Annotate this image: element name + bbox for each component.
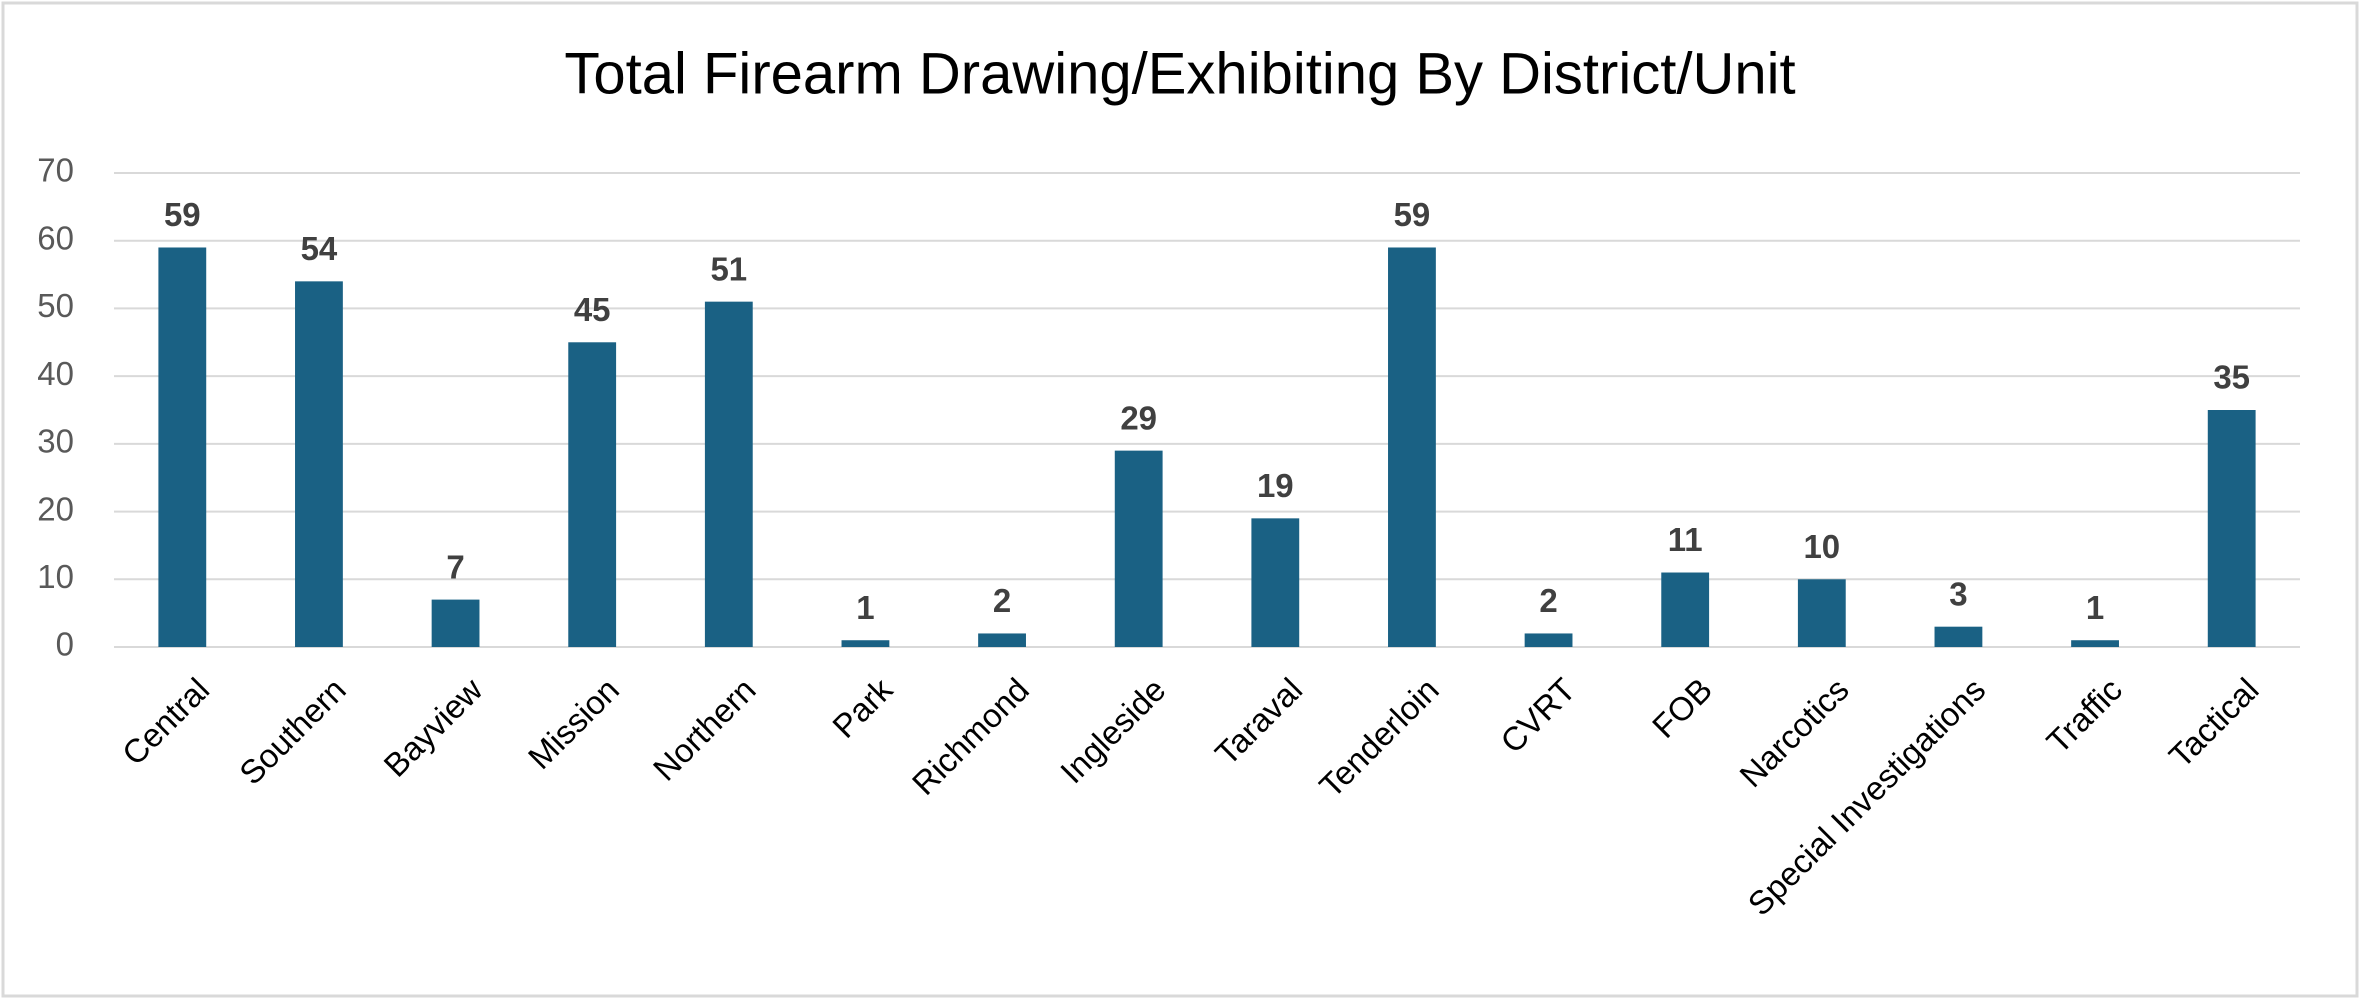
y-tick-label: 70 <box>37 152 74 189</box>
data-label: 29 <box>1120 399 1157 436</box>
data-label: 7 <box>446 548 464 585</box>
y-tick-label: 0 <box>56 626 74 663</box>
bar <box>2207 410 2256 647</box>
data-label: 51 <box>710 250 747 287</box>
data-label: 59 <box>1394 196 1431 233</box>
bar <box>1251 518 1300 647</box>
bar <box>1661 572 1710 647</box>
data-label: 54 <box>301 230 338 267</box>
y-tick-label: 10 <box>37 558 74 595</box>
data-label: 3 <box>1949 575 1967 612</box>
bar <box>295 281 343 647</box>
bar <box>1934 626 1983 647</box>
data-label: 2 <box>993 582 1011 619</box>
data-label: 11 <box>1668 521 1703 558</box>
y-tick-label: 40 <box>37 355 74 392</box>
data-label: 1 <box>2086 589 2104 626</box>
data-label: 59 <box>164 196 201 233</box>
bar <box>1388 247 1436 647</box>
y-tick-label: 20 <box>37 490 74 527</box>
chart-title: Total Firearm Drawing/Exhibiting By Dist… <box>564 41 1795 106</box>
bar <box>158 247 207 647</box>
bar <box>841 640 890 647</box>
data-label: 10 <box>1803 528 1840 565</box>
y-tick-label: 60 <box>37 219 74 256</box>
bar <box>1114 450 1163 647</box>
y-tick-label: 30 <box>37 423 74 460</box>
bar <box>1797 579 1846 647</box>
bar <box>978 633 1026 647</box>
bar <box>2071 640 2119 647</box>
bar <box>568 342 617 647</box>
data-label: 19 <box>1257 467 1294 504</box>
data-label: 1 <box>856 589 874 626</box>
bar <box>431 599 480 647</box>
data-label: 2 <box>1539 582 1557 619</box>
bar <box>1524 633 1573 647</box>
data-label: 45 <box>574 291 611 328</box>
data-label: 35 <box>2213 359 2250 396</box>
bar <box>704 301 753 647</box>
y-tick-label: 50 <box>37 287 74 324</box>
